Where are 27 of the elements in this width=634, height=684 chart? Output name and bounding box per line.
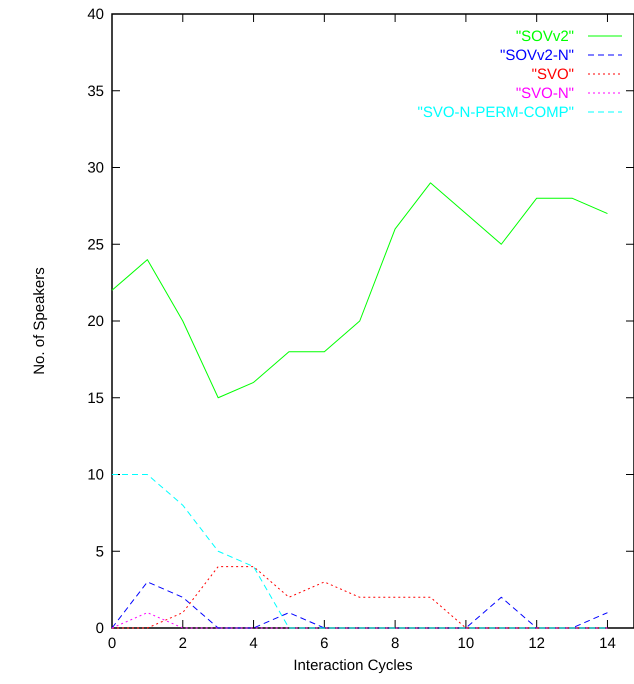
y-tick-label: 40 — [87, 6, 104, 23]
y-tick-label: 25 — [87, 236, 104, 254]
y-axis-title: No. of Speakers — [31, 267, 48, 375]
x-tick-label: 6 — [320, 635, 329, 652]
y-tick-label: 20 — [87, 313, 104, 330]
legend-label: "SVO-N-PERM-COMP" — [418, 104, 574, 121]
line-series — [112, 474, 608, 628]
x-tick-label: 14 — [599, 635, 616, 652]
y-tick-label: 30 — [87, 160, 104, 176]
x-tick-label: 2 — [178, 635, 187, 652]
x-tick-label: 0 — [108, 635, 116, 652]
legend-label: "SVO-N" — [516, 85, 574, 102]
legend-label: "SVO" — [532, 66, 574, 83]
y-tick-label: 15 — [87, 390, 104, 407]
y-tick-label: 35 — [87, 82, 104, 100]
y-tick-label: 10 — [87, 466, 104, 484]
x-tick-label: 10 — [458, 635, 474, 652]
line-series — [112, 581, 608, 628]
x-tick-label: 4 — [249, 635, 258, 652]
x-axis-title: Interaction Cycles — [293, 657, 413, 674]
legend-label: "SOVv2-N" — [500, 47, 574, 64]
x-tick-label: 12 — [528, 635, 546, 652]
legend-label: "SOVv2" — [516, 28, 574, 45]
y-tick-label: 0 — [96, 620, 104, 637]
y-tick-label: 5 — [96, 543, 104, 560]
line-series — [112, 182, 608, 398]
x-tick-label: 8 — [390, 635, 400, 652]
